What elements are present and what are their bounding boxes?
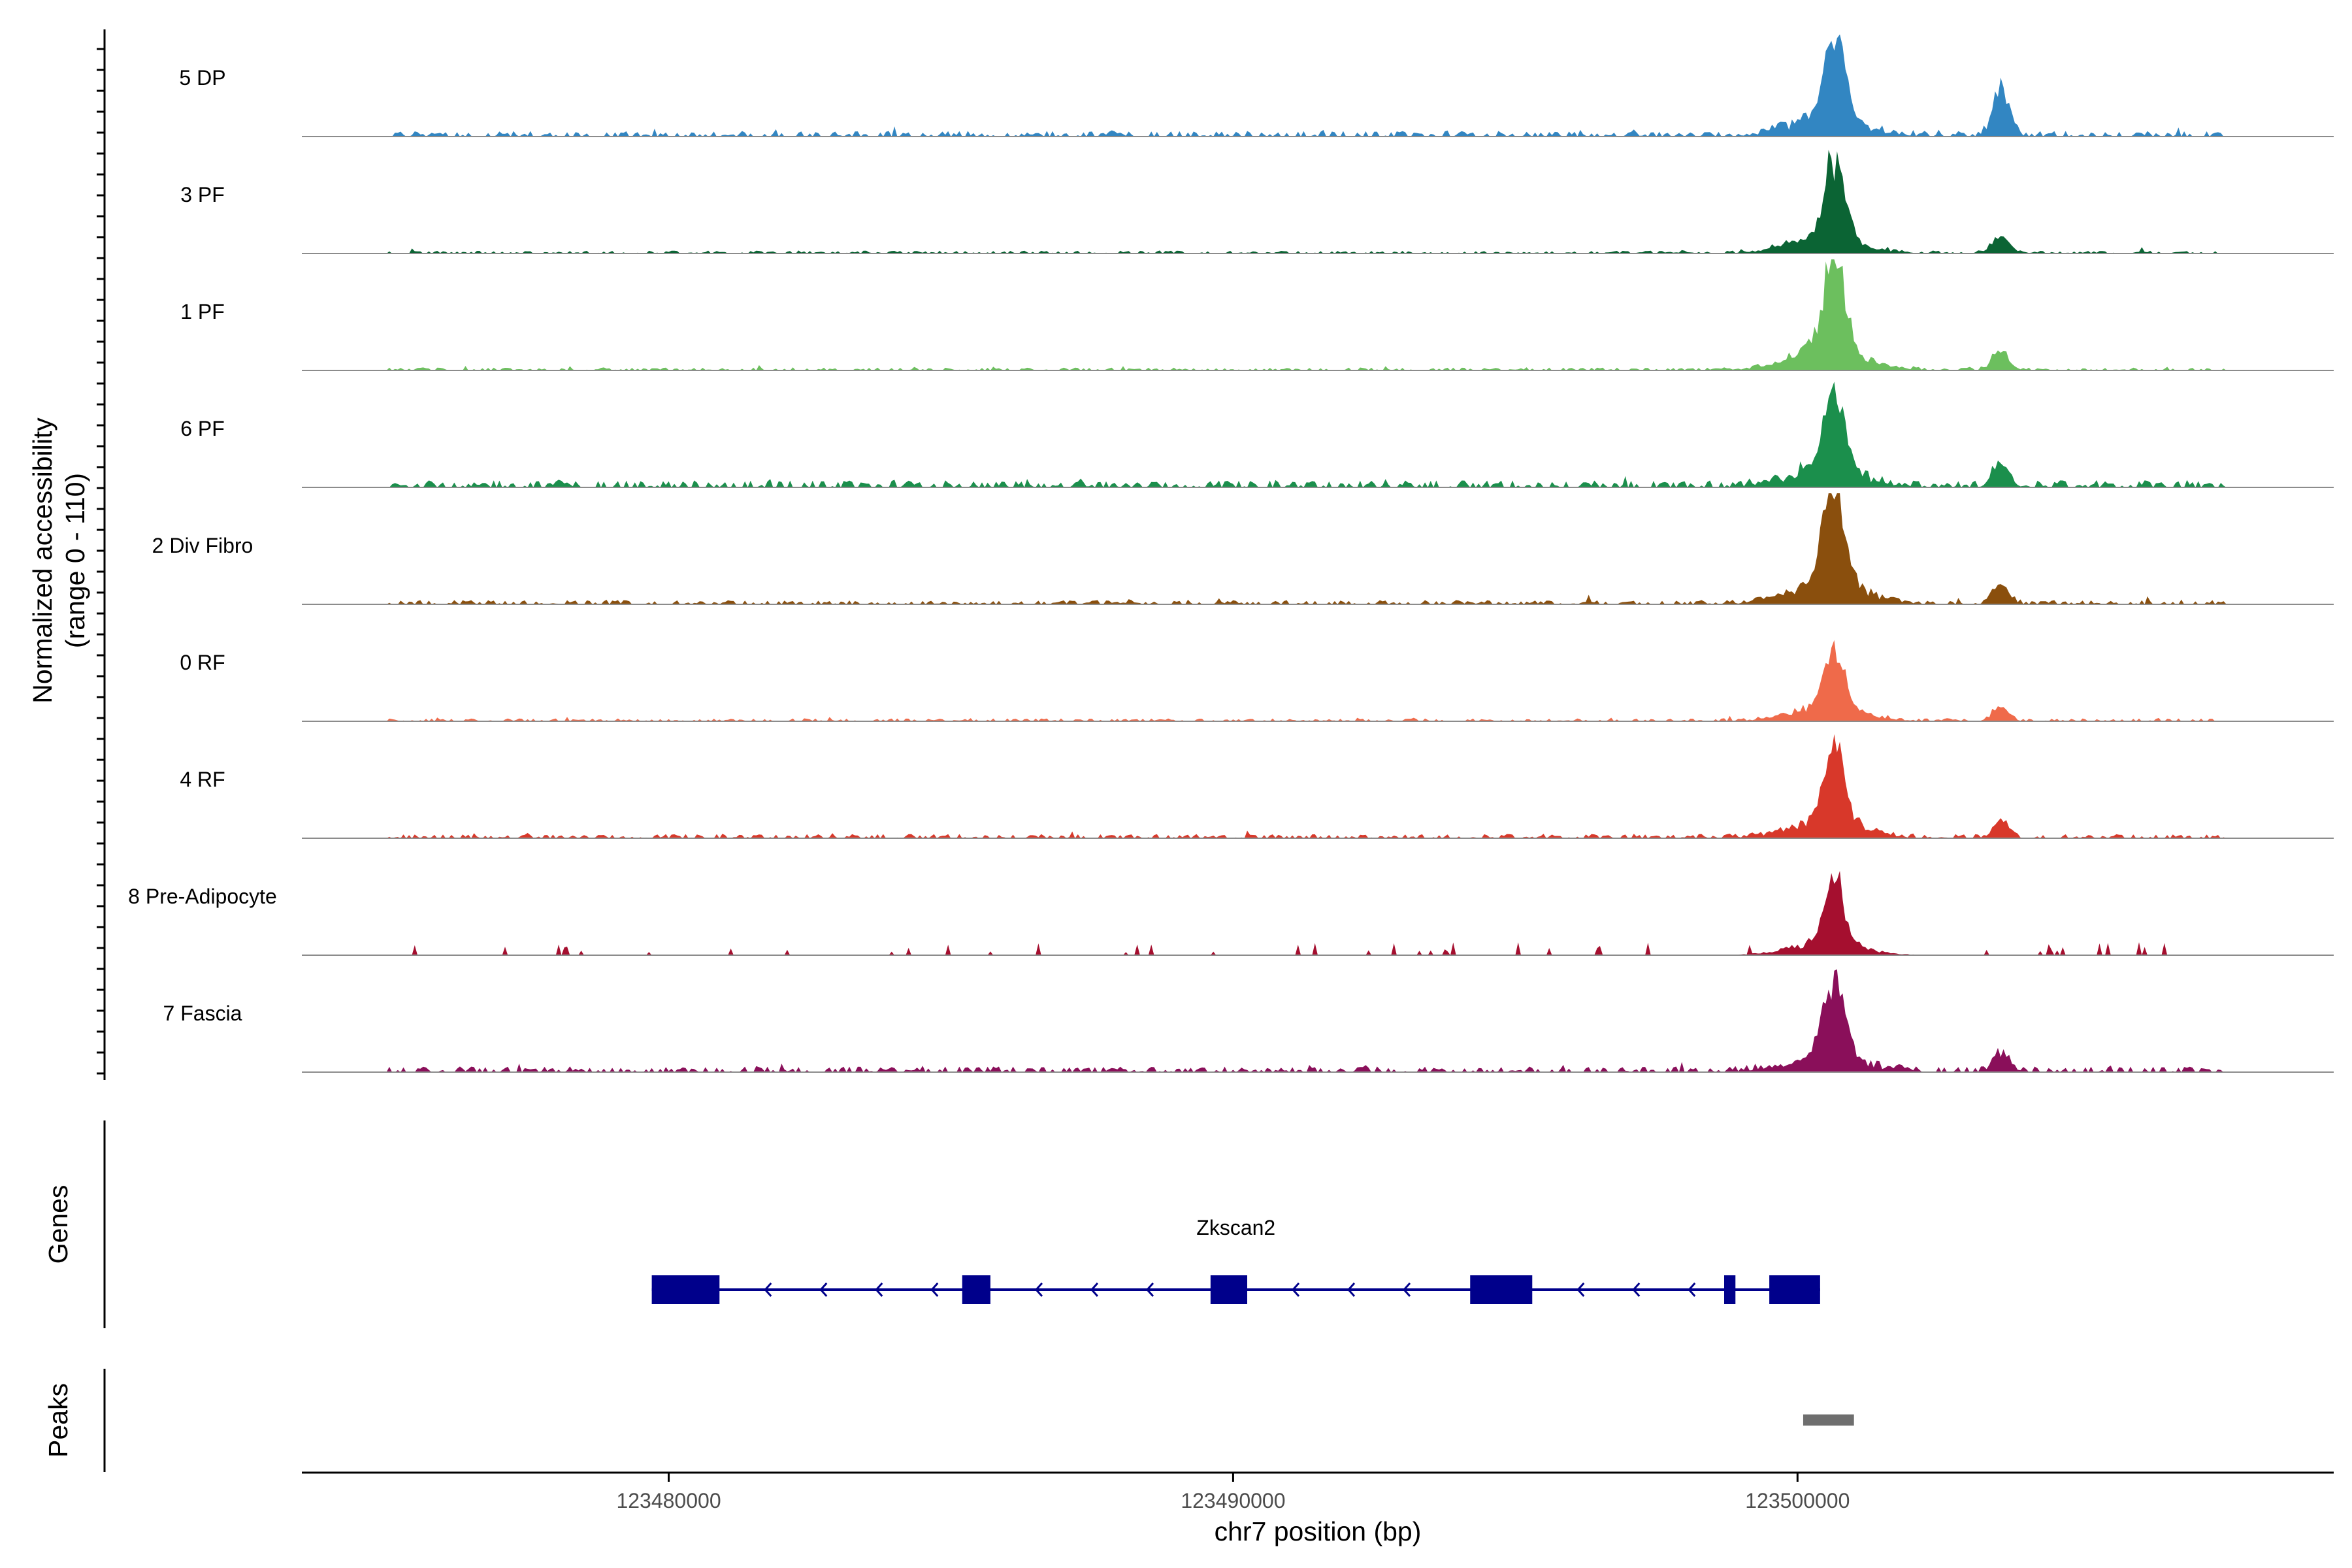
y-axis-label-line2: (range 0 - 110) — [60, 473, 90, 648]
strand-arrow — [764, 1282, 772, 1298]
track-7: 8 Pre-Adipocyte — [128, 871, 2334, 956]
coverage-area — [302, 150, 2334, 253]
x-tick-label: 123490000 — [1181, 1489, 1285, 1512]
gene-model — [651, 1275, 1820, 1304]
track-8: 7 Fascia — [163, 969, 2334, 1073]
gene-exon — [1210, 1275, 1248, 1304]
coverage-area — [302, 34, 2334, 137]
track-label: 0 RF — [180, 651, 225, 674]
coverage-area — [302, 259, 2334, 370]
x-axis-ticks: 123480000 123490000 123500000 — [616, 1473, 1850, 1512]
x-axis-label: chr7 position (bp) — [1215, 1516, 1422, 1546]
strand-arrow — [1688, 1282, 1696, 1298]
coverage-area — [302, 640, 2334, 721]
track-6: 4 RF — [180, 734, 2334, 839]
track-0: 5 DP — [179, 34, 2334, 137]
track-label: 5 DP — [179, 66, 225, 90]
coverage-area — [302, 734, 2334, 838]
track-1: 3 PF — [180, 150, 2334, 254]
strand-arrow — [1347, 1282, 1356, 1298]
strand-arrow — [1145, 1282, 1154, 1298]
track-label: 8 Pre-Adipocyte — [128, 885, 277, 908]
gene-exon — [1724, 1275, 1736, 1304]
track-4: 2 Div Fibro — [152, 493, 2334, 605]
y-axis-label-line1: Normalized accessibility — [27, 417, 57, 704]
track-3: 6 PF — [180, 382, 2334, 488]
strand-arrow — [1034, 1282, 1043, 1298]
gene-name-label: Zkscan2 — [1196, 1216, 1275, 1239]
peak-bars — [1803, 1414, 1854, 1426]
track-label: 2 Div Fibro — [152, 534, 253, 557]
gene-exon — [651, 1275, 720, 1304]
coverage-area — [302, 493, 2334, 604]
strand-arrow — [1402, 1282, 1411, 1298]
track-label: 1 PF — [180, 300, 225, 323]
genes-track: Genes Zkscan2 — [43, 1120, 1820, 1328]
strand-arrow — [875, 1282, 883, 1298]
y-axis-ticks — [97, 48, 105, 1075]
coverage-area — [302, 871, 2334, 955]
strand-arrow — [819, 1282, 828, 1298]
track-label: 6 PF — [180, 417, 225, 440]
track-label: 3 PF — [180, 183, 225, 206]
gene-exon — [1470, 1275, 1533, 1304]
peaks-track: Peaks — [43, 1369, 1854, 1472]
x-axis: 123480000 123490000 123500000 chr7 positio… — [302, 1471, 2334, 1546]
genes-track-label: Genes — [43, 1185, 73, 1264]
strand-arrow — [1291, 1282, 1300, 1298]
peak-bar — [1803, 1414, 1854, 1426]
track-2: 1 PF — [180, 259, 2334, 371]
track-label: 4 RF — [180, 768, 225, 791]
gene-exon — [962, 1275, 990, 1304]
x-tick-label: 123500000 — [1745, 1489, 1850, 1512]
track-5: 0 RF — [180, 640, 2334, 722]
track-label: 7 Fascia — [163, 1002, 242, 1025]
coverage-tracks: 5 DP 3 PF 1 PF 6 PF 2 Div Fibro 0 RF 4 RF 8 Pre… — [128, 34, 2334, 1073]
y-axis — [97, 29, 106, 1080]
gene-exon — [1769, 1275, 1820, 1304]
strand-arrow — [1090, 1282, 1099, 1298]
x-tick-label: 123480000 — [616, 1489, 721, 1512]
coverage-area — [302, 969, 2334, 1072]
strand-arrow — [1576, 1282, 1585, 1298]
coverage-area — [302, 382, 2334, 487]
strand-arrow — [1632, 1282, 1641, 1298]
strand-arrow — [930, 1282, 939, 1298]
peaks-track-label: Peaks — [43, 1383, 73, 1458]
